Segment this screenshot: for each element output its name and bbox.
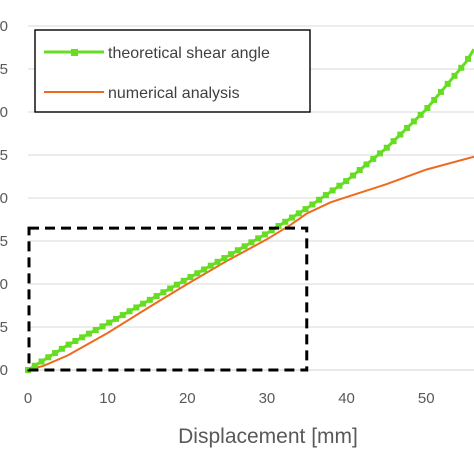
data-point-marker <box>187 274 194 281</box>
legend-box <box>34 29 311 113</box>
data-point-marker <box>295 210 302 217</box>
data-point-marker <box>113 315 120 322</box>
data-point-marker <box>465 55 472 62</box>
data-point-marker <box>207 262 214 269</box>
y-tick-label: 40 <box>0 18 8 35</box>
legend: theoretical shear angle numerical analysi… <box>34 29 311 113</box>
data-point-marker <box>336 182 343 189</box>
data-point-marker <box>343 178 350 185</box>
data-point-marker <box>390 138 397 145</box>
data-point-marker <box>282 218 289 225</box>
data-point-marker <box>404 124 411 131</box>
data-point-marker <box>221 255 228 262</box>
annotation-layer <box>27 226 309 372</box>
data-point-marker <box>437 88 444 95</box>
y-tick-label: 20 <box>0 190 8 207</box>
data-point-marker <box>214 258 221 265</box>
data-point-marker <box>316 196 323 203</box>
data-point-marker <box>52 350 59 357</box>
x-tick-label: 40 <box>338 390 355 407</box>
y-tick-labels: 0 5 10 15 20 25 30 35 40 <box>0 18 8 379</box>
data-point-marker <box>201 266 208 273</box>
x-tick-label: 10 <box>99 390 116 407</box>
data-point-marker <box>309 201 316 208</box>
legend-label-numerical: numerical analysis <box>108 85 240 102</box>
data-point-marker <box>417 111 424 118</box>
data-point-marker <box>410 118 417 125</box>
data-point-marker <box>45 354 52 361</box>
data-point-marker <box>349 172 356 179</box>
dashed-highlight-box <box>27 226 309 372</box>
data-point-marker <box>31 362 38 369</box>
data-point-marker <box>72 337 79 344</box>
data-point-marker <box>377 150 384 157</box>
data-point-marker <box>234 247 241 254</box>
data-point-marker <box>329 187 336 194</box>
data-point-marker <box>458 64 465 71</box>
data-point-marker <box>356 167 363 174</box>
x-axis-title: Displacement [mm] <box>178 425 358 448</box>
data-point-marker <box>99 323 106 330</box>
data-point-marker <box>79 334 86 341</box>
data-point-marker <box>106 319 113 326</box>
data-point-marker <box>363 161 370 168</box>
data-point-marker <box>289 214 296 221</box>
legend-label-theoretical: theoretical shear angle <box>108 45 270 62</box>
legend-marker-theoretical <box>71 49 78 56</box>
data-point-marker <box>180 277 187 284</box>
data-point-marker <box>370 155 377 162</box>
data-point-marker <box>126 308 133 315</box>
data-point-marker <box>383 144 390 151</box>
x-tick-label: 30 <box>259 390 276 407</box>
data-point-marker <box>431 96 438 103</box>
y-tick-label: 0 <box>0 362 8 379</box>
series-numerical-analysis-line <box>27 155 474 371</box>
data-point-marker <box>160 289 167 296</box>
y-tick-label: 35 <box>0 61 8 78</box>
data-point-marker <box>241 243 248 250</box>
y-tick-label: 30 <box>0 104 8 121</box>
y-tick-label: 10 <box>0 276 8 293</box>
data-point-marker <box>255 235 262 242</box>
data-point-marker <box>451 72 458 79</box>
data-point-marker <box>167 285 174 292</box>
x-tick-label: 50 <box>418 390 435 407</box>
data-point-marker <box>58 345 65 352</box>
y-tick-label: 25 <box>0 147 8 164</box>
data-point-marker <box>153 293 160 300</box>
data-point-marker <box>173 281 180 288</box>
data-point-marker <box>322 192 329 199</box>
data-point-marker <box>38 358 45 365</box>
x-tick-label: 20 <box>179 390 196 407</box>
data-point-marker <box>65 341 72 348</box>
x-tick-label: 0 <box>24 390 32 407</box>
data-point-marker <box>444 80 451 87</box>
data-point-marker <box>133 304 140 311</box>
x-tick-labels: 0 10 20 30 40 50 <box>24 390 435 407</box>
data-point-marker <box>248 239 255 246</box>
data-point-marker <box>194 270 201 277</box>
data-point-marker <box>228 251 235 258</box>
data-point-marker <box>424 105 431 112</box>
data-point-marker <box>302 206 309 213</box>
data-point-marker <box>140 300 147 307</box>
data-point-marker <box>268 227 275 234</box>
data-point-marker <box>261 231 268 238</box>
data-point-marker <box>146 296 153 303</box>
y-tick-label: 15 <box>0 233 8 250</box>
data-point-marker <box>119 312 126 319</box>
data-point-marker <box>92 327 99 334</box>
data-point-marker <box>85 330 92 337</box>
data-point-marker <box>397 131 404 138</box>
data-point-marker <box>275 223 282 230</box>
y-tick-label: 5 <box>0 319 8 336</box>
